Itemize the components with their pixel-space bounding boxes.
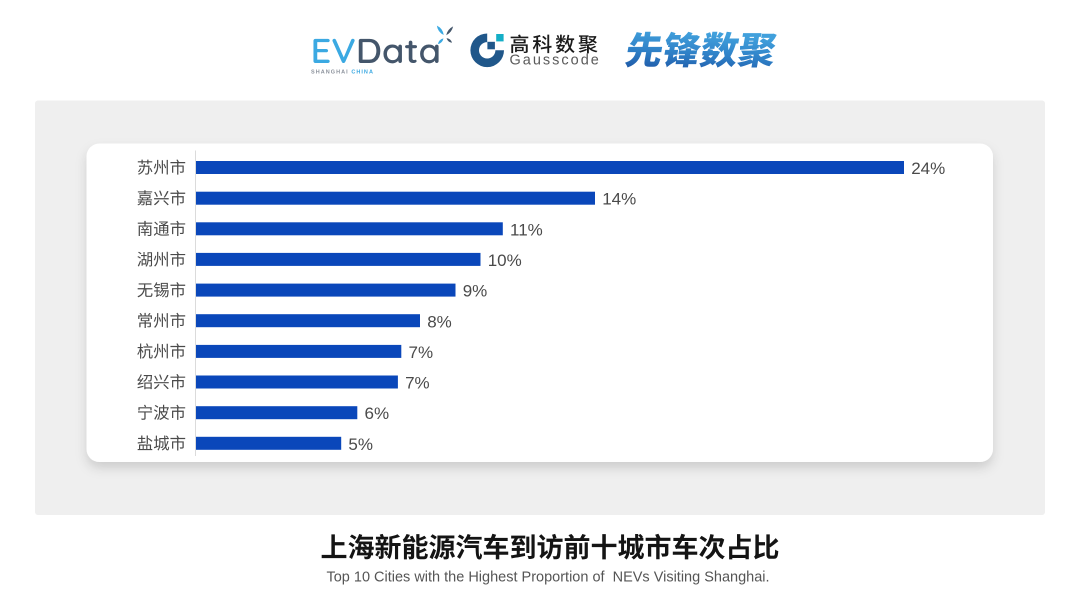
svg-text:7%: 7% xyxy=(409,343,434,362)
svg-text:24%: 24% xyxy=(911,159,945,178)
svg-text:6%: 6% xyxy=(365,404,390,423)
svg-text:7%: 7% xyxy=(405,374,430,393)
svg-text:8%: 8% xyxy=(427,312,452,331)
svg-text:14%: 14% xyxy=(602,190,636,209)
svg-text:SHANGHAI CHINA: SHANGHAI CHINA xyxy=(311,70,374,76)
svg-text:9%: 9% xyxy=(463,282,488,301)
svg-text:11%: 11% xyxy=(510,220,543,239)
svg-text:10%: 10% xyxy=(488,251,522,270)
svg-text:Gausscode: Gausscode xyxy=(510,53,601,69)
svg-text:Top 10 Cities with the Highest: Top 10 Cities with the Highest Proportio… xyxy=(326,570,769,586)
svg-text:5%: 5% xyxy=(348,435,373,454)
